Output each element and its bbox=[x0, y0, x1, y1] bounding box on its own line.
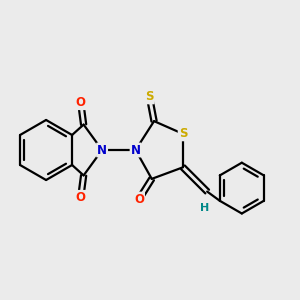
Text: N: N bbox=[97, 143, 107, 157]
Text: S: S bbox=[145, 90, 154, 104]
Text: O: O bbox=[76, 191, 86, 204]
Text: H: H bbox=[200, 203, 209, 213]
Text: O: O bbox=[76, 96, 86, 109]
Text: S: S bbox=[179, 127, 187, 140]
Text: O: O bbox=[134, 193, 144, 206]
Text: N: N bbox=[130, 143, 141, 157]
